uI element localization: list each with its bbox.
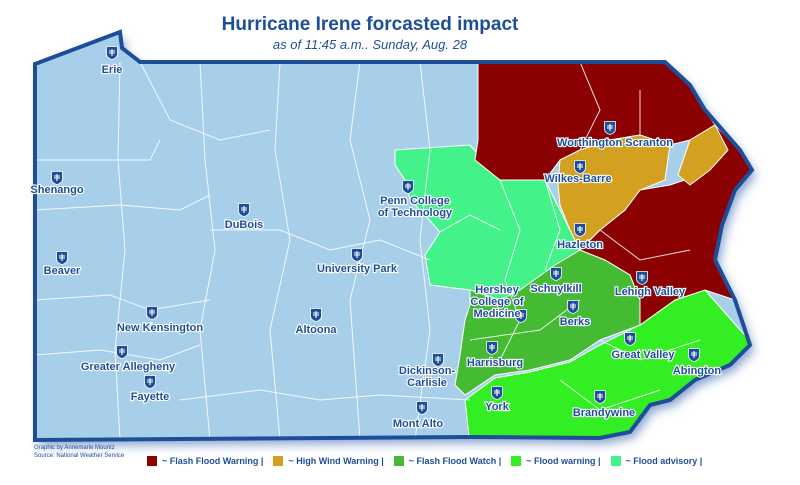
penn-state-shield-icon — [567, 300, 579, 314]
campus-label: Hazleton — [557, 239, 603, 251]
campus-label: Shenango — [30, 184, 83, 196]
campus-marker: Mont Alto — [392, 401, 445, 431]
campus-marker: Greater Allegheny — [80, 345, 177, 374]
penn-state-shield-icon — [351, 248, 363, 262]
campus-marker: DuBois — [224, 203, 264, 232]
map-subtitle: as of 11:45 a.m.. Sunday, Aug. 28 — [272, 37, 468, 52]
campus-label: Schuylkill — [530, 283, 581, 295]
penn-state-shield-icon — [416, 401, 428, 415]
legend-swatch — [511, 456, 522, 466]
penn-state-shield-icon — [550, 267, 562, 281]
campus-marker: Fayette — [130, 375, 170, 404]
campus-label: Greater Allegheny — [81, 361, 176, 373]
campus-marker: Wilkes-Barre — [543, 160, 613, 186]
credit-source: Source: National Weather Service — [34, 453, 125, 459]
campus-label: Abington — [673, 365, 722, 377]
map-title: Hurricane Irene forcasted impact — [221, 14, 519, 35]
penn-state-shield-icon — [402, 180, 414, 194]
graphic-credit: Graphic by Annemarie Mountz Source: Nati… — [34, 444, 124, 460]
campus-label: Worthington Scranton — [557, 137, 673, 149]
campus-label: DuBois — [225, 219, 264, 231]
campus-marker: Beaver — [43, 251, 82, 278]
campus-marker: Erie — [101, 46, 123, 77]
legend-swatch — [273, 456, 284, 466]
penn-state-shield-icon — [106, 46, 118, 60]
legend-item-flood-advisory: ~ Flood advisory | — [610, 456, 703, 466]
legend-item-high-wind-warning: ~ High Wind Warning | — [273, 456, 384, 466]
penn-state-shield-icon — [51, 171, 63, 185]
campus-marker: Dickinson-Carlisle — [398, 353, 457, 390]
campus-marker: University Park — [316, 248, 399, 276]
campus-marker: Harrisburg — [466, 341, 524, 370]
penn-state-shield-icon — [688, 348, 700, 362]
campus-marker: Brandywine — [572, 390, 636, 420]
penn-state-shield-icon — [116, 345, 128, 359]
campus-label: Erie — [102, 64, 123, 76]
campus-marker: Penn College of Technology — [377, 180, 454, 220]
penn-state-shield-icon — [238, 203, 250, 217]
campus-label: Great Valley — [612, 349, 676, 361]
penn-state-shield-icon — [310, 308, 322, 322]
penn-state-shield-icon — [574, 160, 586, 174]
penn-state-shield-icon — [144, 375, 156, 389]
penn-state-shield-icon — [604, 121, 616, 135]
legend-swatch — [610, 456, 621, 466]
campus-marker: Shenango — [29, 171, 85, 197]
campus-marker: Altoona — [294, 308, 338, 337]
penn-state-shield-icon — [624, 332, 636, 346]
campus-marker: York — [484, 386, 511, 414]
campus-label: Lehigh Valley — [615, 286, 686, 298]
campus-label: University Park — [317, 263, 398, 275]
high-wind-warning-region-east — [677, 124, 729, 186]
map-legend: ~ Flash Flood Warning | ~ High Wind Warn… — [147, 454, 712, 468]
legend-label: ~ High Wind Warning | — [288, 456, 384, 466]
penn-state-shield-icon — [636, 271, 648, 285]
campus-label: Fayette — [131, 391, 170, 403]
penn-state-shield-icon — [594, 390, 606, 404]
campus-label: New Kensington — [117, 322, 203, 334]
state-outline — [33, 29, 755, 443]
campus-marker: Lehigh Valley — [614, 271, 687, 299]
campus-label: Hershey College of Medicine — [470, 284, 524, 320]
campus-marker: Abington — [672, 348, 723, 378]
campus-label: York — [485, 401, 510, 413]
credit-author: Graphic by Annemarie Mountz — [34, 445, 115, 451]
legend-item-flash-flood-warning: ~ Flash Flood Warning | — [147, 456, 263, 466]
campus-label: Beaver — [44, 265, 81, 277]
campus-marker: Berks — [559, 300, 591, 329]
campus-label: Altoona — [296, 324, 338, 336]
campus-markers: Erie Shenango Beaver DuBois New Kensington Gr… — [29, 46, 723, 431]
penn-state-shield-icon — [491, 386, 503, 400]
campus-label: Harrisburg — [467, 357, 523, 369]
legend-label: ~ Flash Flood Warning | — [162, 456, 264, 466]
campus-label: Penn College of Technology — [378, 195, 453, 219]
campus-marker: Worthington Scranton — [556, 121, 674, 150]
campus-label: Brandywine — [573, 407, 635, 419]
high-wind-warning-region-central — [557, 134, 671, 251]
impact-regions — [394, 61, 752, 440]
campus-marker: Schuylkill — [529, 267, 583, 296]
legend-item-flash-flood-watch: ~ Flash Flood Watch | — [393, 456, 502, 466]
campus-label: Mont Alto — [393, 418, 444, 430]
campus-label: Wilkes-Barre — [544, 173, 611, 185]
legend-label: ~ Flash Flood Watch | — [408, 456, 502, 466]
legend-swatch — [147, 456, 157, 466]
legend-label: ~ Flood advisory | — [625, 456, 703, 466]
campus-label: Berks — [560, 316, 591, 328]
campus-marker: New Kensington — [116, 306, 204, 335]
campus-marker: Hershey College of Medicine — [469, 283, 527, 323]
campus-label: Dickinson-Carlisle — [399, 365, 456, 389]
legend-swatch — [393, 456, 404, 466]
campus-marker: Great Valley — [610, 332, 676, 362]
county-lines — [35, 61, 701, 440]
penn-state-shield-icon — [56, 251, 68, 265]
legend-label: ~ Flood warning | — [526, 456, 601, 466]
legend-item-flood-warning: ~ Flood warning | — [511, 456, 601, 466]
campus-marker: Hazleton — [556, 223, 604, 252]
penn-state-shield-icon — [486, 341, 498, 355]
penn-state-shield-icon — [574, 223, 586, 237]
penn-state-shield-icon — [146, 306, 158, 320]
